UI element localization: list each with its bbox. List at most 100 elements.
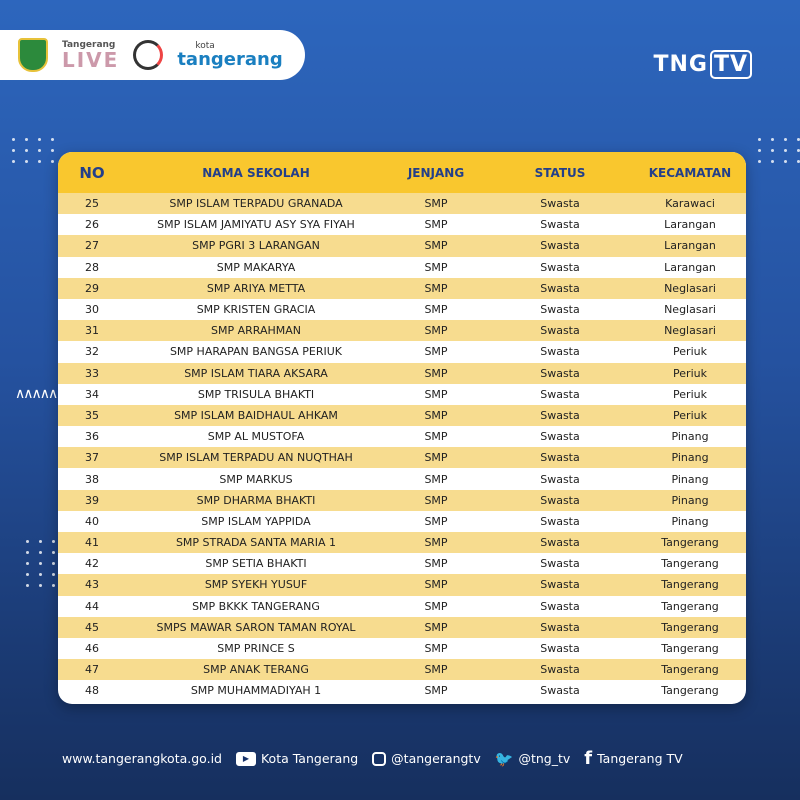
table-row: 26 SMP ISLAM JAMIYATU ASY SYA FIYAH SMP Swa… [58,214,746,235]
cell-no: 25 [85,197,99,211]
col-kecamatan: KECAMATAN [648,165,732,180]
tangerang-live-logo: Tangerang LIVE [62,39,120,72]
cell-status: Swasta [540,620,580,634]
cell-no: 31 [85,324,99,338]
cell-no: 41 [85,536,99,550]
cell-jenjang: SMP [424,345,448,359]
cell-nama-sekolah: SMP TRISULA BHAKTI [197,387,315,401]
cell-jenjang: SMP [424,218,448,232]
cell-kecamatan: Pinang [671,451,709,465]
table-row: 29 SMP ARIYA METTA SMP Swasta Neglasari [58,277,746,299]
cell-no: 29 [85,281,99,295]
cell-no: 37 [85,451,99,465]
cell-no: 26 [85,218,99,232]
table-row: 40 SMP ISLAM YAPPIDA SMP Swasta Pinang [58,511,746,532]
table-row: 36 SMP AL MUSTOFA SMP Swasta Pinang [58,426,746,447]
cell-kecamatan: Periuk [673,387,707,401]
table-row: 32 SMP HARAPAN BANGSA PERIUK SMP Swasta Peri… [58,341,746,362]
website-link[interactable]: www.tangerangkota.go.id [62,751,222,766]
cell-status: Swasta [540,430,580,444]
cell-status: Swasta [540,536,580,550]
cell-jenjang: SMP [424,324,448,338]
decor-dots [26,540,57,587]
cell-no: 30 [85,303,99,317]
cell-kecamatan: Pinang [671,430,709,444]
cell-status: Swasta [540,218,580,232]
cell-no: 47 [85,663,99,677]
cell-kecamatan: Tangerang [661,663,719,677]
table-row: 28 SMP MAKARYA SMP Swasta Larangan [58,257,746,278]
cell-status: Swasta [540,514,580,528]
cell-jenjang: SMP [424,451,448,465]
cell-no: 27 [85,239,99,253]
instagram-link[interactable]: @tangerangtv [372,751,481,766]
kominfo-logo [133,40,164,70]
cell-kecamatan: Neglasari [664,303,716,317]
partner-logos-bar: Tangerang LIVE kota tangerang [0,30,305,80]
facebook-icon: f [584,748,593,769]
table-row: 47 SMP ANAK TERANG SMP Swasta Tangerang [58,659,746,681]
cell-no: 43 [85,578,99,592]
cell-jenjang: SMP [424,578,448,592]
cell-nama-sekolah: SMP KRISTEN GRACIA [196,303,316,317]
cell-jenjang: SMP [424,366,448,380]
cell-status: Swasta [540,303,580,317]
tngtv-logo: TNG TV [653,50,752,79]
cell-no: 36 [85,430,99,444]
cell-nama-sekolah: SMP DHARMA BHAKTI [196,493,316,507]
youtube-link[interactable]: ▶ Kota Tangerang [235,751,358,766]
cell-kecamatan: Larangan [664,239,716,253]
cell-kecamatan: Periuk [673,366,707,380]
cell-kecamatan: Tangerang [661,536,719,550]
cell-no: 33 [85,366,99,380]
cell-nama-sekolah: SMP ARIYA METTA [206,281,306,295]
cell-kecamatan: Neglasari [664,324,716,338]
school-table: NO NAMA SEKOLAH JENJANG STATUS KECAMATAN… [58,152,746,704]
cell-kecamatan: Tangerang [661,557,719,571]
cell-kecamatan: Pinang [671,472,709,486]
cell-jenjang: SMP [424,303,448,317]
cell-no: 48 [85,684,99,698]
cell-jenjang: SMP [424,599,448,613]
col-status: STATUS [534,165,586,180]
cell-nama-sekolah: SMP ISLAM JAMIYATU ASY SYA FIYAH [157,218,355,232]
cell-status: Swasta [540,197,580,211]
cell-nama-sekolah: SMP ISLAM TERPADU AN NUQTHAH [159,451,353,465]
twitter-link[interactable]: 🐦 @tng_tv [494,749,571,768]
cell-jenjang: SMP [424,684,448,698]
cell-nama-sekolah: SMP ANAK TERANG [203,663,309,677]
cell-kecamatan: Larangan [664,260,716,274]
col-jenjang: JENJANG [407,165,465,180]
cell-nama-sekolah: SMP MAKARYA [216,260,296,274]
cell-jenjang: SMP [424,281,448,295]
table-header: NO NAMA SEKOLAH JENJANG STATUS KECAMATAN [58,152,746,193]
table-row: 42 SMP SETIA BHAKTI SMP Swasta Tangerang [58,553,746,574]
cell-kecamatan: Tangerang [661,599,719,613]
cell-jenjang: SMP [424,472,448,486]
cell-nama-sekolah: SMP MARKUS [219,472,293,486]
twitter-icon: 🐦 [494,749,514,768]
cell-nama-sekolah: SMP ISLAM TIARA AKSARA [184,366,328,380]
cell-status: Swasta [540,663,580,677]
table-row: 35 SMP ISLAM BAIDHAUL AHKAM SMP Swasta Periu… [58,404,746,427]
youtube-icon: ▶ [235,751,256,766]
cell-nama-sekolah: SMP MUHAMMADIYAH 1 [190,684,322,698]
cell-kecamatan: Tangerang [661,684,719,698]
cell-status: Swasta [540,345,580,359]
cell-status: Swasta [540,260,580,274]
table-row: 48 SMP MUHAMMADIYAH 1 SMP Swasta Tangerang [58,680,746,701]
cell-jenjang: SMP [424,260,448,274]
table-row: 39 SMP DHARMA BHAKTI SMP Swasta Pinang [58,489,746,511]
table-row: 44 SMP BKKK TANGERANG SMP Swasta Tangerang [58,596,746,617]
cell-jenjang: SMP [424,239,448,253]
cell-nama-sekolah: SMP PGRI 3 LARANGAN [192,239,320,253]
cell-nama-sekolah: SMP PRINCE S [217,642,295,656]
cell-kecamatan: Karawaci [665,197,715,211]
cell-kecamatan: Pinang [671,493,709,507]
cell-jenjang: SMP [424,430,448,444]
table-row: 46 SMP PRINCE S SMP Swasta Tangerang [58,638,746,659]
facebook-link[interactable]: f Tangerang TV [584,748,683,769]
cell-no: 28 [85,260,99,274]
cell-jenjang: SMP [424,663,448,677]
cell-jenjang: SMP [424,536,448,550]
